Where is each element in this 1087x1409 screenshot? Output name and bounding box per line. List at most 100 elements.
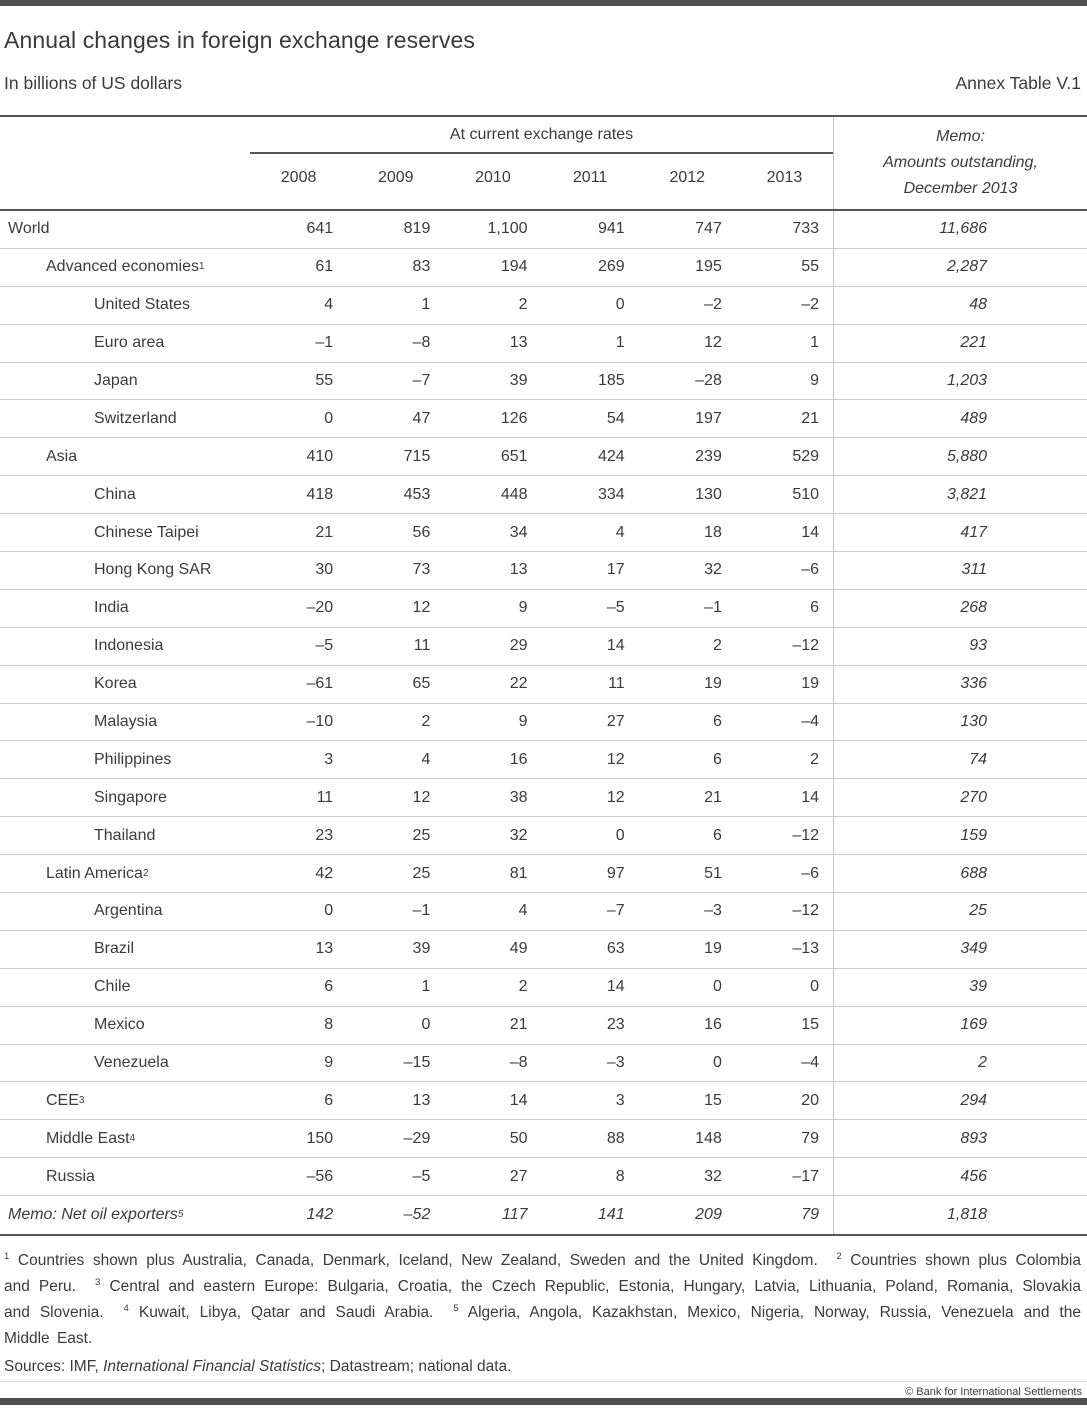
value-cell: 1,100 xyxy=(487,220,528,238)
bottom-rule-bar xyxy=(0,1398,1087,1405)
value-cell: 9 xyxy=(810,372,820,389)
value-cell: –4 xyxy=(801,713,820,731)
value-cell: –17 xyxy=(792,1167,820,1185)
value-cell: 130 xyxy=(695,485,722,503)
value-cell: 27 xyxy=(509,1167,528,1185)
value-cell: –3 xyxy=(606,1054,625,1072)
top-rule-bar xyxy=(0,0,1087,6)
row-label: Singapore xyxy=(94,788,167,806)
year-column-header: 2008 xyxy=(280,168,317,186)
table-header-main: At current exchange rates 2008 2009 2010… xyxy=(0,117,833,209)
table-row: Chile 6 1 2 14 0 0 39 xyxy=(0,968,1087,1007)
value-cell: –10 xyxy=(306,713,334,731)
value-cell: 0 xyxy=(712,978,722,996)
value-cell: 29 xyxy=(509,637,528,655)
value-cell: 448 xyxy=(500,485,528,503)
row-label: CEE 3 xyxy=(46,1091,85,1109)
value-cell: 15 xyxy=(704,1091,722,1109)
memo-cell: 130 xyxy=(833,703,1087,741)
memo-cell: 159 xyxy=(833,817,1087,855)
value-cell: 269 xyxy=(597,258,625,276)
value-cell: 6 xyxy=(712,713,722,731)
value-cell: –1 xyxy=(704,599,722,617)
table-row: Memo: Net oil exporters 5 142 –52 117 141 209 7… xyxy=(0,1196,1087,1235)
value-cell: 0 xyxy=(615,826,625,844)
row-label: Switzerland xyxy=(94,409,177,427)
value-cell: 3 xyxy=(615,1091,625,1109)
memo-cell: 1,203 xyxy=(833,362,1087,400)
value-cell: 88 xyxy=(606,1129,625,1147)
memo-cell: 688 xyxy=(833,855,1087,893)
table-row: Asia 410 715 651 424 239 529 5,880 xyxy=(0,438,1087,477)
table-body: World 641 819 1,100 941 747 733 11,686 Advanced … xyxy=(0,211,1087,1237)
value-cell: 15 xyxy=(801,1016,820,1034)
value-cell: 715 xyxy=(403,447,431,465)
table-row: Indonesia –5 11 29 14 2 –12 93 xyxy=(0,627,1087,666)
value-cell: 6 xyxy=(324,1091,334,1109)
table-row: India –20 12 9 –5 –1 6 268 xyxy=(0,589,1087,628)
value-cell: 11 xyxy=(316,788,334,806)
value-cell: –2 xyxy=(704,296,722,314)
row-label: Memo: Net oil exporters 5 xyxy=(8,1206,184,1224)
value-cell: 25 xyxy=(412,826,431,844)
table-row: Switzerland 0 47 126 54 197 21 489 xyxy=(0,400,1087,439)
value-cell: 65 xyxy=(412,675,431,693)
memo-cell: 893 xyxy=(833,1120,1087,1158)
table-row: Advanced economies 1 61 83 194 269 195 55 2,287 xyxy=(0,248,1087,287)
row-label: Venezuela xyxy=(94,1054,169,1072)
memo-column-header: Memo: Amounts outstanding, December 2013 xyxy=(833,117,1087,209)
value-cell: –5 xyxy=(315,637,334,655)
row-label: Latin America 2 xyxy=(46,864,149,882)
value-cell: –2 xyxy=(801,296,820,314)
value-cell: 34 xyxy=(509,523,528,541)
value-cell: –28 xyxy=(695,372,722,389)
memo-cell: 5,880 xyxy=(833,438,1087,476)
table-header: At current exchange rates 2008 2009 2010… xyxy=(0,115,1087,211)
row-label: Indonesia xyxy=(94,637,164,655)
value-cell: 0 xyxy=(324,409,334,427)
year-column-header: 2013 xyxy=(766,168,803,186)
value-cell: 49 xyxy=(509,940,528,958)
value-cell: 79 xyxy=(801,1129,820,1147)
value-cell: 54 xyxy=(606,409,625,427)
value-cell: 195 xyxy=(695,258,722,276)
subtitle-row: In billions of US dollars Annex Table V.… xyxy=(4,72,1081,95)
value-cell: 3 xyxy=(324,750,334,768)
value-cell: 14 xyxy=(801,523,820,541)
value-cell: 12 xyxy=(704,334,722,352)
value-cell: 13 xyxy=(412,1091,431,1109)
value-cell: 9 xyxy=(518,599,528,617)
value-cell: 13 xyxy=(315,940,334,958)
row-label: Euro area xyxy=(94,334,165,352)
page-header: Annual changes in foreign exchange reser… xyxy=(0,25,1087,95)
value-cell: 733 xyxy=(792,220,820,238)
value-cell: 50 xyxy=(509,1129,528,1147)
value-cell: 14 xyxy=(606,978,625,996)
copyright-notice: © Bank for International Settlements xyxy=(905,1386,1082,1399)
value-cell: 747 xyxy=(695,220,722,238)
label-column-spacer xyxy=(0,154,250,201)
column-group-row: At current exchange rates xyxy=(0,117,833,154)
value-cell: 0 xyxy=(712,1054,722,1072)
memo-cell: 294 xyxy=(833,1082,1087,1120)
memo-cell: 2 xyxy=(833,1044,1087,1082)
year-column-header: 2012 xyxy=(669,168,706,186)
value-cell: 12 xyxy=(606,750,625,768)
value-cell: 73 xyxy=(412,561,431,579)
value-cell: –12 xyxy=(792,637,820,655)
memo-cell: 336 xyxy=(833,665,1087,703)
row-label: Chinese Taipei xyxy=(94,523,199,541)
value-cell: 39 xyxy=(509,372,528,389)
memo-cell: 169 xyxy=(833,1006,1087,1044)
value-cell: 32 xyxy=(704,561,722,579)
value-cell: –20 xyxy=(306,599,334,617)
value-cell: 19 xyxy=(704,940,722,958)
table-row: Argentina 0 –1 4 –7 –3 –12 25 xyxy=(0,893,1087,931)
row-label: Russia xyxy=(46,1167,95,1185)
value-cell: 1 xyxy=(421,978,431,996)
row-label: Philippines xyxy=(94,750,172,768)
value-cell: –15 xyxy=(403,1054,431,1072)
value-cell: 23 xyxy=(606,1016,625,1034)
value-cell: 27 xyxy=(606,713,625,731)
value-cell: 21 xyxy=(704,788,722,806)
